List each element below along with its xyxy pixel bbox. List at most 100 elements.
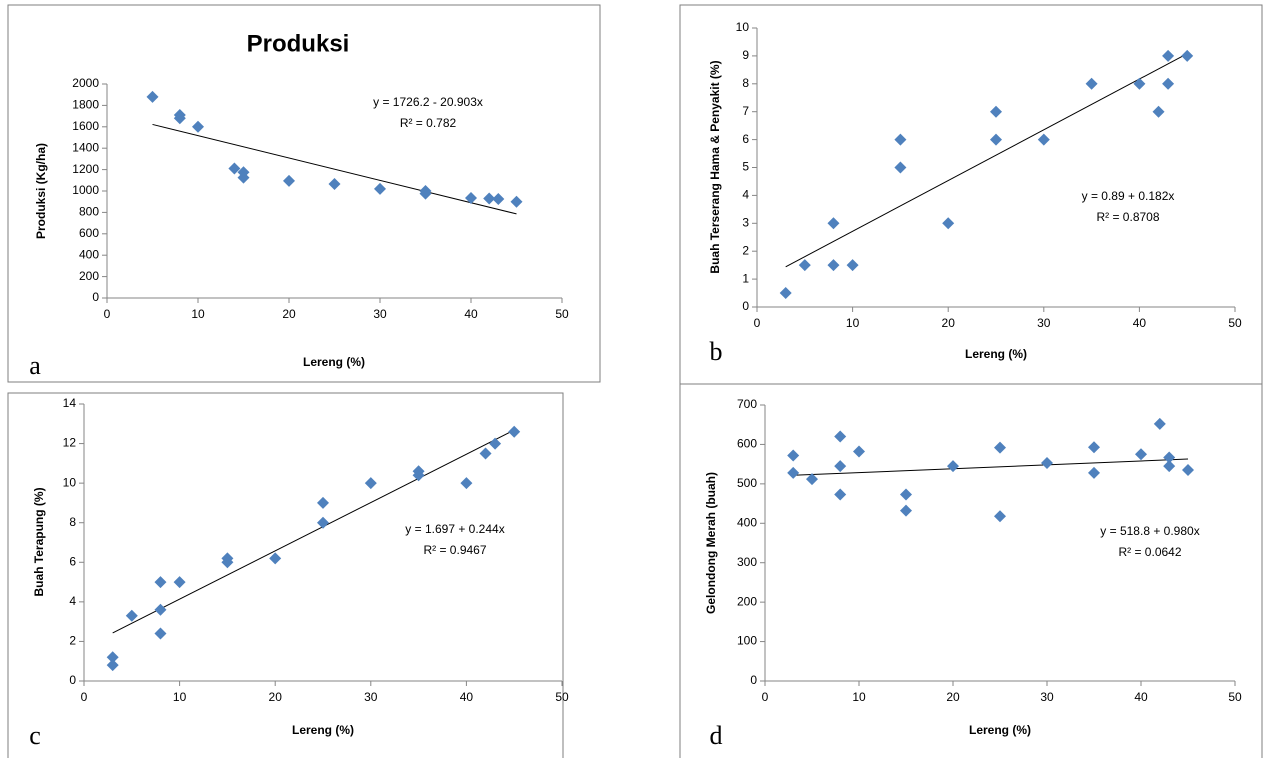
x-tick-label: 0: [104, 307, 111, 321]
panel-label: d: [710, 721, 723, 750]
point: [1162, 49, 1175, 62]
point: [460, 477, 473, 490]
y-tick-label: 6: [69, 554, 76, 568]
point: [779, 287, 792, 300]
point: [853, 445, 865, 458]
y-tick-label: 8: [742, 76, 749, 90]
point: [374, 182, 386, 195]
annotation: y = 1.697 + 0.244x: [405, 522, 504, 536]
trendline: [785, 53, 1188, 268]
y-tick-label: 400: [79, 247, 99, 261]
y-tick-label: 9: [742, 48, 749, 62]
y-tick-label: 4: [742, 188, 749, 202]
y-tick-label: 1400: [72, 140, 99, 154]
point: [221, 556, 234, 569]
x-tick-label: 10: [852, 690, 866, 704]
x-tick-label: 50: [1228, 316, 1242, 330]
y-tick-label: 5: [742, 160, 749, 174]
x-tick-label: 50: [555, 690, 569, 704]
x-tick-label: 30: [1037, 316, 1051, 330]
point: [947, 460, 959, 473]
point: [894, 161, 907, 174]
x-tick-label: 0: [762, 690, 769, 704]
y-tick-label: 600: [737, 437, 757, 451]
y-tick-label: 2: [69, 634, 76, 648]
y-tick-label: 1200: [72, 162, 99, 176]
y-tick-label: 10: [736, 20, 750, 34]
point: [1162, 77, 1175, 90]
point: [146, 90, 159, 103]
point: [1037, 133, 1050, 146]
point: [154, 603, 167, 616]
x-tick-label: 40: [1133, 316, 1147, 330]
y-tick-label: 10: [63, 475, 77, 489]
x-tick-label: 20: [942, 316, 956, 330]
point: [942, 217, 955, 230]
point: [827, 217, 840, 230]
point: [1133, 77, 1146, 90]
point: [106, 659, 119, 672]
point: [787, 449, 800, 462]
point: [990, 133, 1002, 146]
annotation: R² = 0.8708: [1096, 210, 1159, 224]
point: [846, 259, 859, 272]
chart-title: Produksi: [247, 30, 350, 57]
panel-label: c: [29, 721, 41, 750]
point: [173, 112, 186, 125]
x-tick-label: 30: [364, 690, 378, 704]
x-tick-label: 0: [81, 690, 88, 704]
point: [1152, 105, 1165, 118]
x-tick-label: 20: [282, 307, 296, 321]
x-tick-label: 10: [191, 307, 205, 321]
point: [1088, 441, 1100, 454]
y-tick-label: 0: [750, 673, 757, 687]
point: [269, 552, 282, 565]
point: [154, 627, 167, 640]
y-tick-label: 0: [92, 290, 99, 304]
point: [994, 510, 1006, 523]
x-tick-label: 40: [460, 690, 474, 704]
y-tick-label: 500: [737, 476, 757, 490]
point: [834, 488, 847, 501]
y-tick-label: 700: [737, 397, 757, 411]
annotation: R² = 0.9467: [423, 543, 486, 557]
point: [806, 473, 818, 486]
y-tick-label: 8: [69, 515, 76, 529]
point: [900, 488, 912, 501]
y-tick-label: 0: [742, 299, 749, 313]
annotation: y = 1726.2 - 20.903x: [373, 95, 483, 109]
y-tick-label: 1000: [72, 183, 99, 197]
x-axis-label: Lereng (%): [303, 355, 365, 369]
y-tick-label: 800: [79, 205, 99, 219]
point: [465, 191, 477, 204]
point: [479, 447, 492, 460]
point: [419, 187, 432, 200]
point: [489, 437, 502, 450]
annotation: y = 0.89 + 0.182x: [1082, 189, 1175, 203]
y-tick-label: 2: [742, 243, 749, 257]
point: [787, 466, 800, 479]
y-tick-label: 6: [742, 132, 749, 146]
point: [1041, 456, 1053, 469]
annotation: R² = 0.0642: [1118, 545, 1181, 559]
y-tick-label: 400: [737, 515, 757, 529]
x-tick-label: 10: [173, 690, 187, 704]
point: [483, 192, 496, 205]
y-tick-label: 14: [63, 396, 77, 410]
point: [508, 425, 521, 438]
point: [827, 259, 840, 272]
panel-border: [679, 383, 1263, 758]
y-tick-label: 7: [742, 104, 749, 118]
trendline: [152, 123, 517, 215]
panel-border: [7, 392, 564, 758]
point: [192, 120, 204, 133]
point: [900, 504, 912, 517]
x-tick-label: 0: [754, 316, 761, 330]
x-tick-label: 30: [373, 307, 387, 321]
y-tick-label: 0: [69, 673, 76, 687]
point: [106, 651, 119, 664]
x-tick-label: 50: [1228, 690, 1242, 704]
y-tick-label: 4: [69, 594, 76, 608]
point: [994, 441, 1006, 454]
y-tick-label: 1: [742, 271, 749, 285]
